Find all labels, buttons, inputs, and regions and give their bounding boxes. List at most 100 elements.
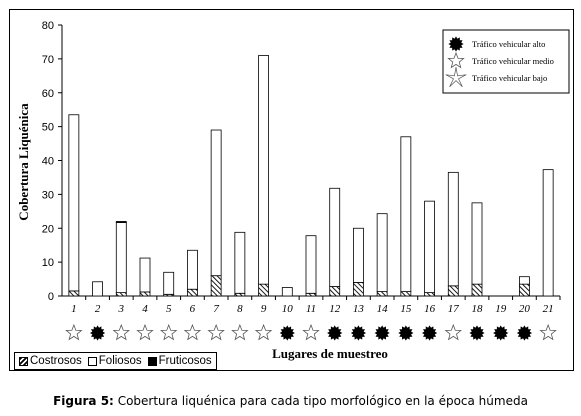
filled-sun-icon <box>89 325 106 341</box>
legend-label-fruticosos: Fruticosos <box>158 355 212 367</box>
bar-foliosos-2 <box>92 281 103 297</box>
bar-foliosos-8 <box>234 231 246 294</box>
bar-foliosos-9 <box>258 55 269 285</box>
bar-costrosos-7 <box>210 275 222 297</box>
bar-fruticosos-3 <box>115 221 127 223</box>
filled-sun-icon <box>516 325 533 341</box>
y-tick-label: 30 <box>42 189 54 201</box>
bar-foliosos-3 <box>115 222 127 294</box>
bar-costrosos-6 <box>187 288 198 297</box>
bar-costrosos-20 <box>519 283 530 297</box>
bar-costrosos-4 <box>139 291 151 297</box>
x-tick-label: 19 <box>495 303 507 315</box>
y-tick-label: 40 <box>42 156 54 168</box>
outline-star-icon <box>183 323 202 341</box>
y-tick-label: 70 <box>42 54 54 66</box>
filled-sun-icon <box>493 325 509 341</box>
bar-costrosos-17 <box>447 285 459 297</box>
chart-frame <box>9 9 574 371</box>
bar-costrosos-13 <box>353 282 364 297</box>
bar-foliosos-16 <box>424 200 435 294</box>
bar-foliosos-1 <box>68 114 80 292</box>
y-tick-label: 10 <box>42 257 54 269</box>
filled-sun-icon <box>421 325 438 341</box>
bar-foliosos-4 <box>139 257 151 293</box>
bar-foliosos-6 <box>187 249 198 290</box>
x-tick-label: 17 <box>448 303 460 315</box>
bar-costrosos-12 <box>329 286 341 297</box>
outline-star-icon <box>136 323 154 341</box>
bar-costrosos-8 <box>234 292 246 297</box>
y-tick-label: 50 <box>42 122 54 134</box>
bar-foliosos-12 <box>329 187 341 287</box>
bar-foliosos-11 <box>305 235 317 294</box>
legend-swatch-fruticosos <box>147 356 157 366</box>
x-tick-label: 1 <box>71 303 77 315</box>
x-tick-label: 21 <box>543 303 554 315</box>
y-tick-label: 0 <box>48 291 54 303</box>
outline-star-icon <box>539 323 557 341</box>
bar-costrosos-9 <box>258 283 269 297</box>
x-tick-label: 5 <box>166 303 172 315</box>
filled-sun-icon <box>448 36 464 52</box>
outline-star-icon <box>160 323 178 341</box>
x-tick-label: 15 <box>400 303 412 315</box>
legend-item-costrosos: Costrosos <box>19 355 82 367</box>
x-tick-label: 16 <box>424 303 436 315</box>
outline-star-icon <box>444 323 462 341</box>
traffic-legend-label-bajo: Tráfico vehicular bajo <box>472 73 547 83</box>
x-tick-label: 10 <box>282 303 294 315</box>
filled-sun-icon <box>374 325 390 341</box>
outline-star-icon <box>65 323 83 341</box>
bar-foliosos-21 <box>542 169 554 297</box>
filled-sun-icon <box>350 325 367 341</box>
y-axis-title: Cobertura Liquénica <box>16 103 31 221</box>
traffic-legend-label-alto: Tráfico vehicular alto <box>472 39 545 49</box>
traffic-legend-label-medio: Tráfico vehicular medio <box>472 56 554 66</box>
legend-swatch-foliosos <box>87 356 97 366</box>
x-tick-label: 7 <box>213 303 219 315</box>
bar-foliosos-7 <box>210 129 222 277</box>
outline-thin-star-icon <box>445 67 467 87</box>
series-legend: Costrosos Foliosos Fruticosos <box>14 352 217 370</box>
outline-star-icon <box>254 323 273 341</box>
filled-sun-icon <box>398 325 414 341</box>
x-axis-title: Lugares de muestreo <box>272 346 388 361</box>
outline-star-icon <box>447 51 465 69</box>
outline-star-icon <box>231 323 249 341</box>
bar-costrosos-18 <box>471 283 483 297</box>
filled-sun-icon <box>469 325 485 341</box>
figure-caption: Figura 5: Cobertura liquénica para cada … <box>0 394 581 408</box>
x-tick-label: 18 <box>472 303 484 315</box>
outline-star-icon <box>302 323 320 341</box>
filled-sun-icon <box>279 325 295 341</box>
y-tick-label: 20 <box>42 223 54 235</box>
bar-foliosos-13 <box>353 227 364 283</box>
x-tick-label: 8 <box>237 303 243 315</box>
bar-costrosos-1 <box>68 290 80 297</box>
x-tick-label: 2 <box>95 303 101 315</box>
bar-costrosos-3 <box>115 292 127 297</box>
bar-foliosos-5 <box>163 271 175 295</box>
y-tick-label: 60 <box>42 88 54 100</box>
filled-sun-icon <box>327 325 343 341</box>
legend-swatch-costrosos <box>19 356 28 366</box>
x-tick-label: 12 <box>329 303 341 315</box>
bar-costrosos-15 <box>400 291 412 297</box>
x-tick-label: 11 <box>306 303 316 315</box>
figure-caption-text: Cobertura liquénica para cada tipo morfo… <box>117 394 528 408</box>
x-tick-label: 14 <box>377 303 389 315</box>
bar-foliosos-15 <box>400 136 412 292</box>
x-tick-label: 6 <box>190 303 196 315</box>
bar-foliosos-10 <box>281 287 293 297</box>
bar-costrosos-11 <box>305 292 317 297</box>
traffic-legend <box>442 29 570 94</box>
x-tick-label: 20 <box>519 303 531 315</box>
outline-star-icon <box>112 323 130 341</box>
legend-item-foliosos: Foliosos <box>87 355 142 367</box>
legend-label-costrosos: Costrosos <box>30 355 82 367</box>
bar-foliosos-18 <box>471 202 483 285</box>
bar-foliosos-14 <box>376 213 388 292</box>
bar-costrosos-14 <box>376 291 388 297</box>
x-tick-label: 3 <box>118 303 125 315</box>
